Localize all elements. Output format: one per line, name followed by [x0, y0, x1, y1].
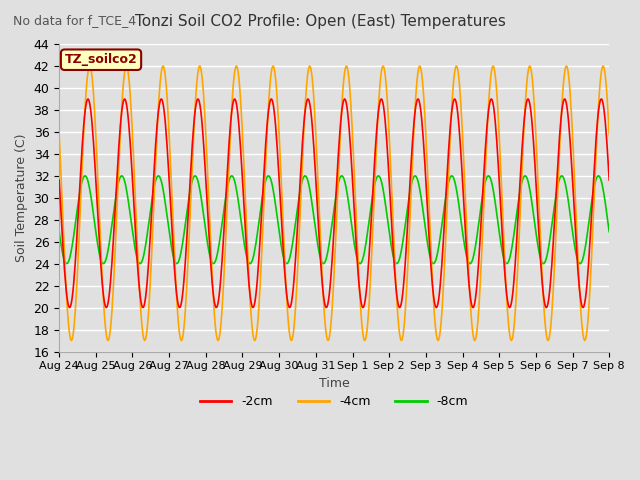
- Text: No data for f_TCE_4: No data for f_TCE_4: [13, 14, 136, 27]
- X-axis label: Time: Time: [319, 377, 349, 390]
- Text: Tonzi Soil CO2 Profile: Open (East) Temperatures: Tonzi Soil CO2 Profile: Open (East) Temp…: [134, 14, 506, 29]
- Legend: -2cm, -4cm, -8cm: -2cm, -4cm, -8cm: [195, 390, 474, 413]
- Text: TZ_soilco2: TZ_soilco2: [65, 53, 138, 66]
- Y-axis label: Soil Temperature (C): Soil Temperature (C): [15, 133, 28, 262]
